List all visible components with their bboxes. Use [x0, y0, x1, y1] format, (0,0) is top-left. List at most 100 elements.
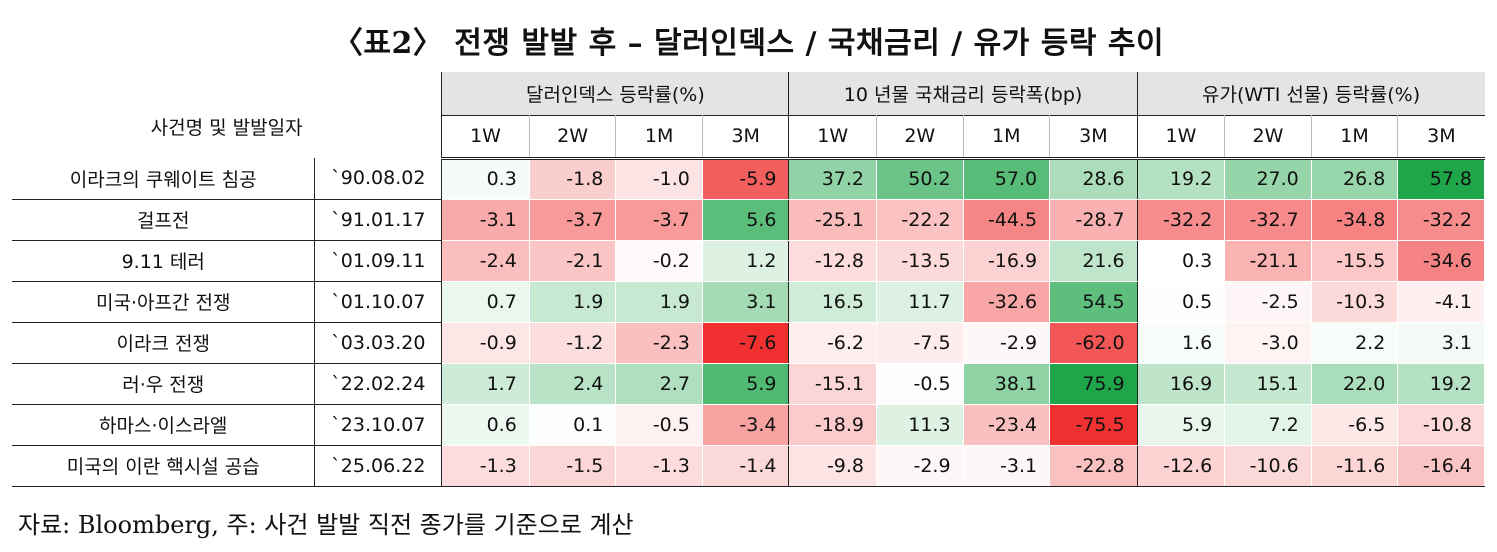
value-cell: -22.2	[876, 199, 964, 241]
event-name: 이라크 전쟁	[12, 322, 316, 364]
event-date: `25.06.22	[314, 445, 443, 487]
value-cell: -3.4	[702, 404, 790, 446]
table-row: 걸프전 `91.01.17 -3.1 -3.7 -3.7 5.6 -25.1 -22.2 -44…	[12, 199, 1485, 241]
market-reaction-table: 사건명 및 발발일자 달러인덱스 등락률(%) 10 년물 국채금리 등락폭(b…	[12, 72, 1485, 487]
group-header-treasury-yield: 10 년물 국채금리 등락폭(bp)	[788, 72, 1138, 115]
value-cell: -3.1	[441, 199, 530, 241]
value-cell: 16.5	[788, 281, 878, 323]
value-cell: -1.3	[441, 445, 530, 487]
group-header-dollar-index: 달러인덱스 등락률(%)	[441, 72, 790, 115]
table-row: 미국의 이란 핵시설 공습 `25.06.22 -1.3 -1.5 -1.3 -1.4 -9…	[12, 445, 1485, 487]
value-cell: -22.8	[1049, 445, 1138, 487]
value-cell: 0.5	[1137, 281, 1226, 323]
value-cell: -10.3	[1311, 281, 1399, 323]
value-cell: 3.1	[1397, 322, 1485, 364]
value-cell: -34.8	[1311, 199, 1399, 241]
value-cell: -6.2	[788, 322, 878, 364]
table-row: 9.11 테러 `01.09.11 -2.4 -2.1 -0.2 1.2 -12.8 -13.…	[12, 240, 1485, 282]
value-cell: -18.9	[788, 404, 878, 446]
value-cell: 57.0	[963, 158, 1051, 200]
table-title: 〈표2〉 전쟁 발발 후 – 달러인덱스 / 국채금리 / 유가 등락 추이	[332, 26, 1165, 61]
value-cell: -75.5	[1049, 404, 1138, 446]
value-cell: -2.3	[615, 322, 703, 364]
value-cell: 27.0	[1224, 158, 1312, 200]
event-date: `91.01.17	[314, 199, 443, 241]
value-cell: 19.2	[1397, 363, 1485, 405]
value-cell: -15.5	[1311, 240, 1399, 282]
value-cell: -3.0	[1224, 322, 1312, 364]
value-cell: 7.2	[1224, 404, 1312, 446]
value-cell: 11.3	[876, 404, 964, 446]
value-cell: -2.5	[1224, 281, 1312, 323]
value-cell: 16.9	[1137, 363, 1226, 405]
value-cell: -12.8	[788, 240, 878, 282]
period-header: 3M	[1049, 114, 1138, 160]
value-cell: -7.6	[702, 322, 790, 364]
value-cell: 5.9	[702, 363, 790, 405]
value-cell: -2.4	[441, 240, 530, 282]
value-cell: -4.1	[1397, 281, 1485, 323]
source-note: 자료: Bloomberg, 주: 사건 발발 직전 종가를 기준으로 계산	[18, 511, 634, 539]
value-cell: 2.4	[529, 363, 617, 405]
event-date: `01.10.07	[314, 281, 443, 323]
event-name: 미국·아프간 전쟁	[12, 281, 316, 323]
value-cell: -44.5	[963, 199, 1051, 241]
period-header: 2W	[1224, 114, 1312, 160]
group-header-wti-oil: 유가(WTI 선물) 등락률(%)	[1137, 72, 1485, 115]
value-cell: -11.6	[1311, 445, 1399, 487]
value-cell: -6.5	[1311, 404, 1399, 446]
event-name: 9.11 테러	[12, 240, 316, 282]
value-cell: 19.2	[1137, 158, 1226, 200]
value-cell: 5.6	[702, 199, 790, 241]
event-date: `90.08.02	[314, 158, 443, 200]
value-cell: -2.9	[876, 445, 964, 487]
value-cell: -0.9	[441, 322, 530, 364]
value-cell: 1.7	[441, 363, 530, 405]
value-cell: -32.2	[1137, 199, 1226, 241]
value-cell: -1.5	[529, 445, 617, 487]
event-name: 미국의 이란 핵시설 공습	[12, 445, 316, 487]
value-cell: 22.0	[1311, 363, 1399, 405]
value-cell: 0.7	[441, 281, 530, 323]
value-cell: -2.9	[963, 322, 1051, 364]
period-header: 1W	[788, 114, 878, 160]
value-cell: -32.7	[1224, 199, 1312, 241]
value-cell: 3.1	[702, 281, 790, 323]
value-cell: -16.9	[963, 240, 1051, 282]
value-cell: -0.5	[876, 363, 964, 405]
table-row: 이라크 전쟁 `03.03.20 -0.9 -1.2 -2.3 -7.6 -6.2 -7.5-…	[12, 322, 1485, 364]
value-cell: 28.6	[1049, 158, 1138, 200]
value-cell: 54.5	[1049, 281, 1138, 323]
period-header: 1W	[441, 114, 530, 160]
value-cell: 1.9	[615, 281, 703, 323]
value-cell: 0.6	[441, 404, 530, 446]
value-cell: 0.3	[441, 158, 530, 200]
value-cell: 38.1	[963, 363, 1051, 405]
period-header: 1M	[963, 114, 1051, 160]
period-header-row: 1W 2W 1M 3M 1W 2W 1M 3M 1W 2W 1M 3M	[12, 114, 1485, 160]
value-cell: -15.1	[788, 363, 878, 405]
value-cell: 0.1	[529, 404, 617, 446]
value-cell: -10.8	[1397, 404, 1485, 446]
value-cell: -1.8	[529, 158, 617, 200]
value-cell: -16.4	[1397, 445, 1485, 487]
period-header: 1M	[615, 114, 703, 160]
value-cell: -28.7	[1049, 199, 1138, 241]
table-row: 미국·아프간 전쟁 `01.10.07 0.7 1.9 1.9 3.1 16.5 11.7 -3…	[12, 281, 1485, 323]
value-cell: -1.3	[615, 445, 703, 487]
value-cell: 1.6	[1137, 322, 1226, 364]
value-cell: -5.9	[702, 158, 790, 200]
period-header: 2W	[876, 114, 964, 160]
value-cell: -12.6	[1137, 445, 1226, 487]
value-cell: -32.2	[1397, 199, 1485, 241]
value-cell: 2.2	[1311, 322, 1399, 364]
value-cell: 37.2	[788, 158, 878, 200]
table-row: 러·우 전쟁 `22.02.24 1.7 2.4 2.7 5.9 -15.1 -0.5 38.1…	[12, 363, 1485, 405]
table-body: 이라크의 쿠웨이트 침공 `90.08.02 0.3 -1.8 -1.0 -5.9 37.2…	[12, 158, 1485, 487]
value-cell: -9.8	[788, 445, 878, 487]
value-cell: -23.4	[963, 404, 1051, 446]
value-cell: 57.8	[1397, 158, 1485, 200]
event-name: 이라크의 쿠웨이트 침공	[12, 158, 316, 200]
event-name: 하마스·이스라엘	[12, 404, 316, 446]
event-name: 러·우 전쟁	[12, 363, 316, 405]
